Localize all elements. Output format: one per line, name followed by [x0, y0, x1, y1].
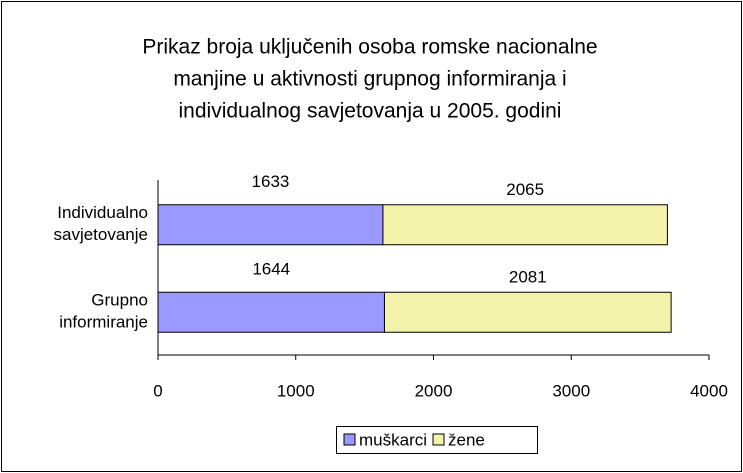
y-tick-label-line: Individualno	[57, 203, 148, 222]
x-tick-label: 2000	[415, 381, 453, 400]
y-tick-label: Individualno savjetovanje	[53, 203, 148, 244]
x-tick-label: 0	[153, 381, 162, 400]
data-label: 2065	[506, 180, 544, 199]
y-tick-label: Grupno informiranje	[59, 291, 148, 332]
legend: muškarci žene	[336, 426, 538, 454]
bar-segment	[383, 291, 672, 333]
bar-segment	[157, 291, 385, 333]
x-tick-label: 3000	[552, 381, 590, 400]
chart-title: Prikaz broja uključenih osoba romske nac…	[142, 36, 597, 59]
data-label: 2081	[509, 268, 547, 287]
x-tick-label: 4000	[690, 381, 728, 400]
legend-swatch	[432, 433, 445, 446]
data-label: 1644	[252, 260, 290, 279]
bar-segment	[157, 204, 384, 246]
chart-title: manjine u aktivnosti grupnog informiranj…	[173, 68, 566, 91]
legend-label: žene	[448, 430, 485, 449]
x-tick-label: 1000	[277, 381, 315, 400]
legend-swatch	[343, 433, 356, 446]
y-tick-label-line: informiranje	[59, 313, 148, 332]
chart-title: individualnog savjetovanja u 2005. godin…	[179, 100, 562, 123]
y-tick-label-line: Grupno	[91, 291, 148, 310]
data-label: 1633	[252, 172, 290, 191]
legend-label: muškarci	[359, 430, 427, 449]
bar-segment	[382, 204, 668, 246]
y-tick-label-line: savjetovanje	[53, 225, 148, 244]
